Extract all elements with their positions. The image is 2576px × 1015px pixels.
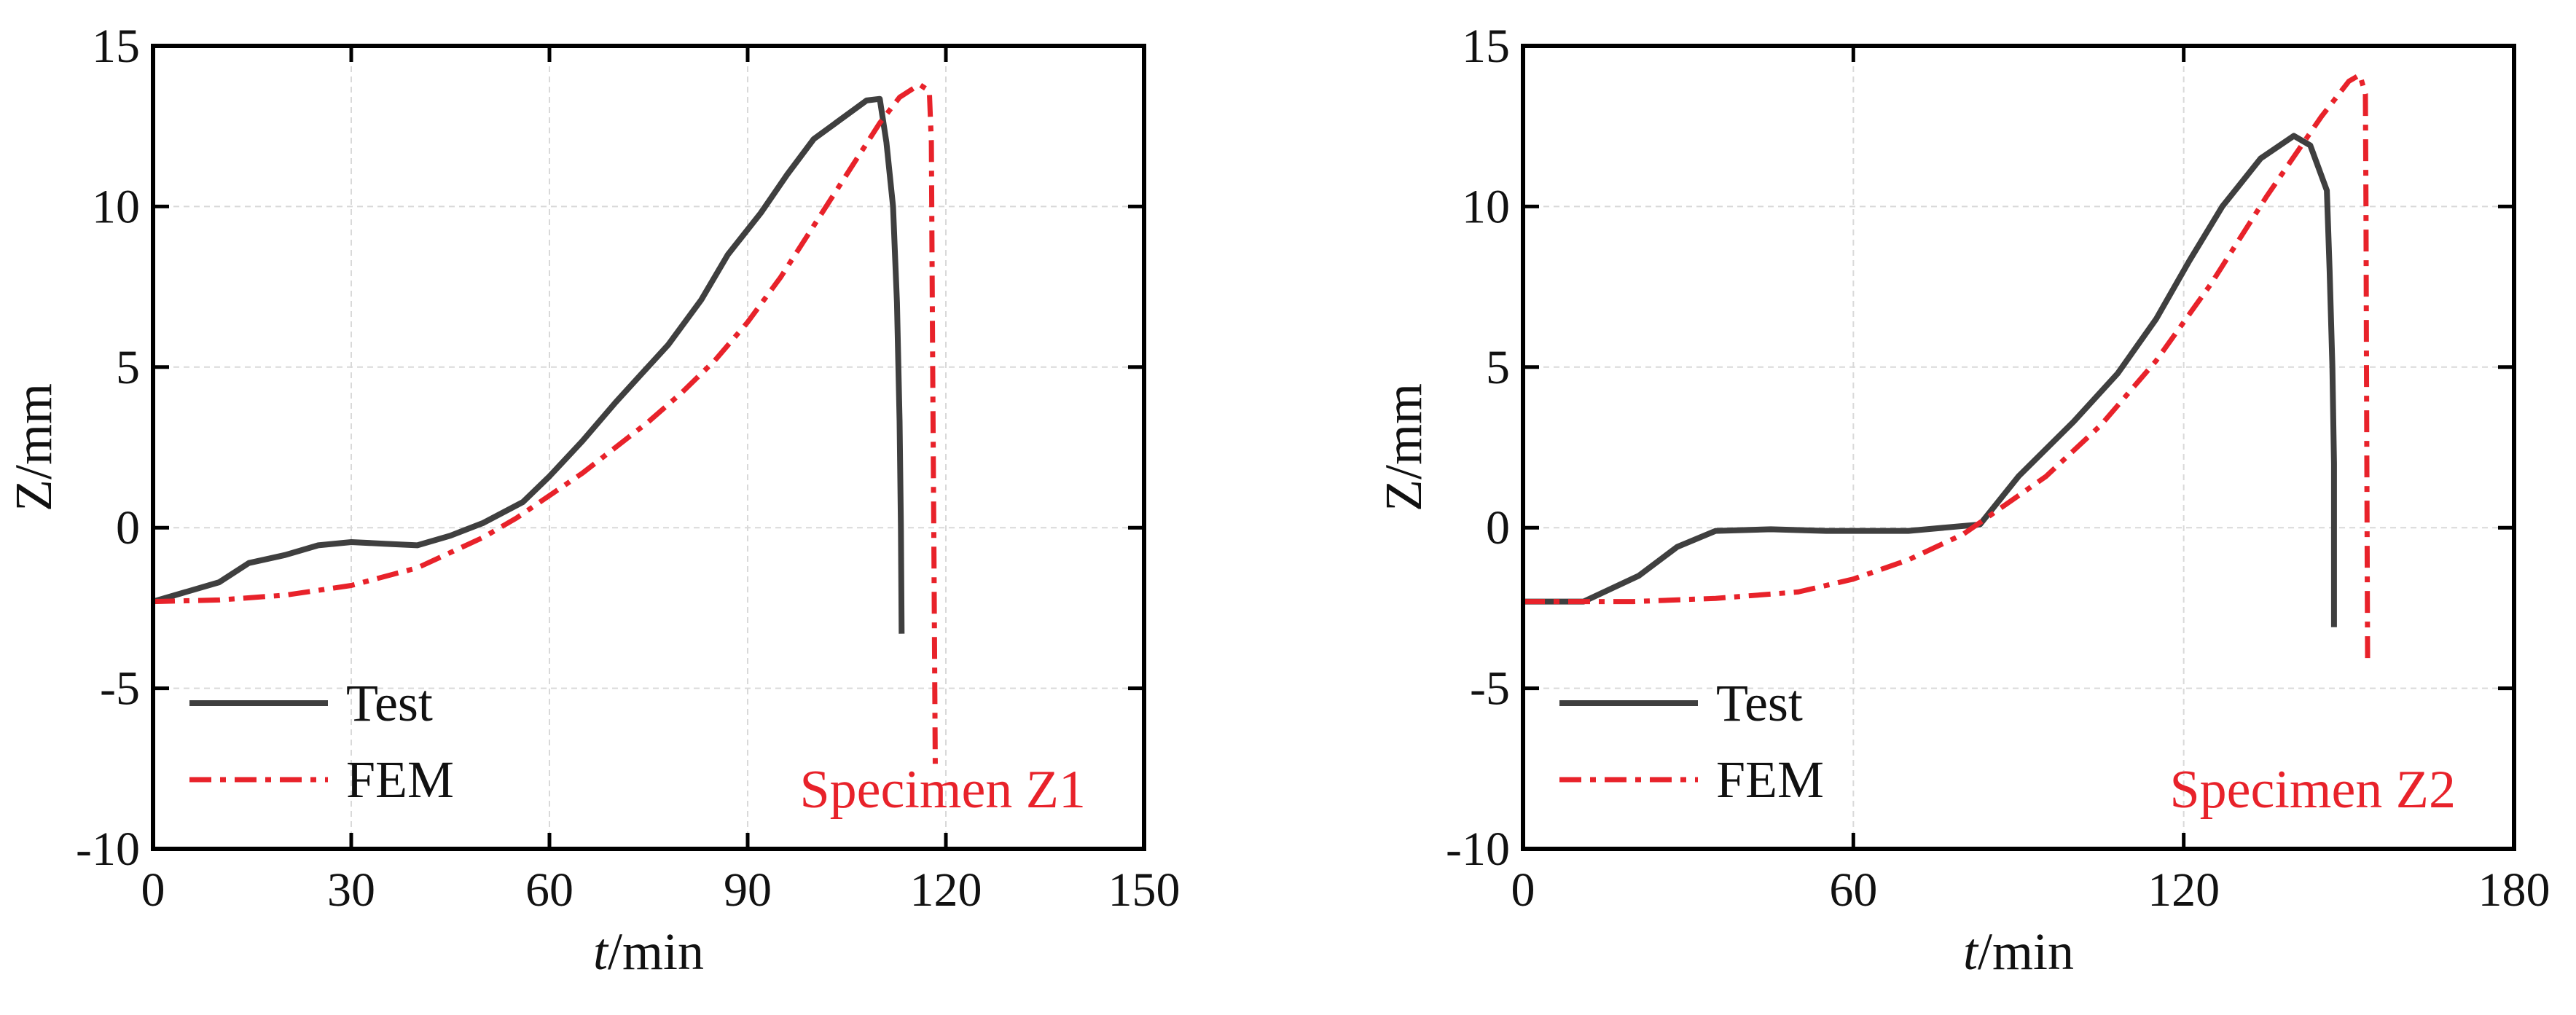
x-axis-label-unit: /min bbox=[608, 922, 704, 981]
legend: Test FEM bbox=[189, 674, 454, 809]
y-tick-label: 5 bbox=[116, 341, 140, 394]
legend-label-test: Test bbox=[346, 674, 433, 732]
y-axis-label: Z/mm bbox=[4, 383, 63, 512]
y-tick-label: -10 bbox=[1446, 823, 1510, 876]
y-tick-label: 10 bbox=[92, 180, 140, 233]
y-tick-label: 10 bbox=[1462, 180, 1510, 233]
legend-label-fem: FEM bbox=[1716, 751, 1824, 809]
y-tick-label: 15 bbox=[92, 20, 140, 73]
x-tick-label: 0 bbox=[141, 863, 165, 917]
y-axis-label: Z/mm bbox=[1374, 383, 1433, 512]
series-fem-line bbox=[152, 82, 938, 772]
x-tick-label: 0 bbox=[1511, 863, 1535, 917]
x-tick-label: 90 bbox=[724, 863, 772, 917]
y-tick-label: 5 bbox=[1486, 341, 1510, 394]
x-axis-label-var: t bbox=[1963, 922, 1979, 981]
x-axis-label-unit: /min bbox=[1978, 922, 2074, 981]
y-tick-label: 0 bbox=[1486, 501, 1510, 554]
x-axis-label: t/min bbox=[1963, 922, 2074, 981]
y-tick-label: 0 bbox=[116, 501, 140, 554]
specimen-annotation: Specimen Z1 bbox=[799, 760, 1086, 820]
series-fem-line bbox=[1523, 72, 2371, 659]
chart-1: 0 30 60 90 120 150 -10 -5 0 5 10 15 t/min Z/mm Test FEM… bbox=[4, 20, 1181, 981]
y-tick-label: -10 bbox=[76, 823, 140, 876]
plot-frame bbox=[151, 44, 1146, 851]
x-axis-label-var: t bbox=[593, 922, 609, 981]
y-tick-label: 15 bbox=[1462, 20, 1510, 73]
legend-label-test: Test bbox=[1716, 674, 1803, 732]
x-tick-label: 30 bbox=[327, 863, 375, 917]
x-tick-label: 150 bbox=[1108, 863, 1181, 917]
x-tick-label: 60 bbox=[1829, 863, 1877, 917]
y-tick-label: -5 bbox=[100, 662, 140, 716]
series-test-line bbox=[1523, 133, 2337, 627]
legend-label-fem: FEM bbox=[346, 751, 454, 809]
x-tick-label: 120 bbox=[910, 863, 982, 917]
series-test-line bbox=[152, 95, 905, 634]
x-tick-label: 60 bbox=[525, 863, 573, 917]
specimen-annotation: Specimen Z2 bbox=[2169, 760, 2456, 820]
legend: Test FEM bbox=[1559, 674, 1824, 809]
chart-2: 0 60 120 180 -10 -5 0 5 10 15 t/min Z/mm Test FEM Spec… bbox=[1374, 20, 2550, 981]
x-tick-label: 180 bbox=[2478, 863, 2550, 917]
y-tick-label: -5 bbox=[1470, 662, 1510, 716]
x-tick-label: 120 bbox=[2148, 863, 2220, 917]
plot-frame bbox=[1521, 44, 2516, 851]
x-axis-label: t/min bbox=[593, 922, 704, 981]
